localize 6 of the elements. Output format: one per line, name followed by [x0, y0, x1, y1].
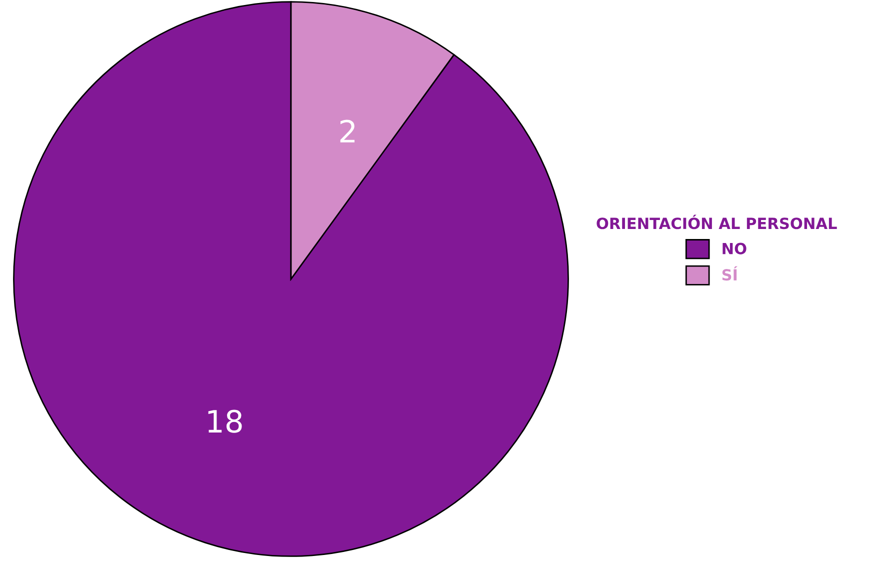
- legend-label: SÍ: [722, 266, 738, 281]
- legend-title: ORIENTACIÓN AL PERSONAL: [596, 214, 837, 230]
- pie-slice: [13, 1, 569, 557]
- data-label: 18: [208, 410, 242, 433]
- legend-label: NO: [722, 242, 746, 254]
- data-label: 2: [340, 120, 354, 142]
